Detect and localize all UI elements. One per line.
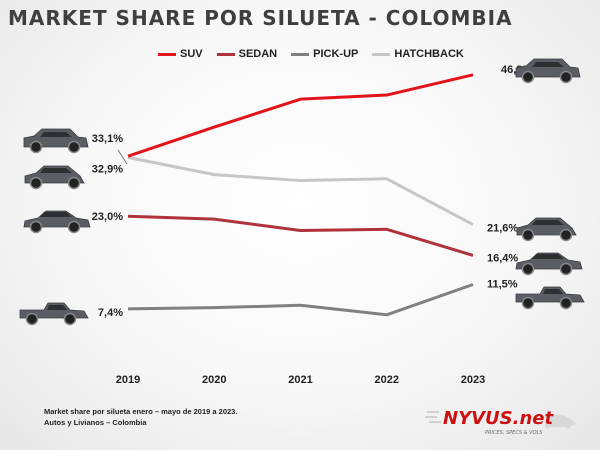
car-pickup-icon: [515, 286, 585, 310]
logo-speed-lines: [425, 411, 577, 429]
car-sedan-icon: [515, 252, 583, 276]
series-line-sedan: [127, 214, 474, 257]
legend-item-hatchback: HATCHBACK: [372, 48, 464, 60]
car-hatchback-icon: [24, 165, 85, 190]
series-line-hatchback: [127, 155, 474, 226]
x-tick-label-2021: 2021: [288, 374, 312, 386]
legend-item-pickup: PICK-UP: [291, 48, 358, 60]
legend-swatch-pickup: [291, 52, 310, 56]
series-line-pickup: [127, 283, 474, 317]
car-sedan-icon: [23, 210, 91, 234]
legend-swatch-suv: [158, 52, 176, 56]
data-label-sedan-2023: 16,4%: [487, 252, 518, 264]
legend-label-suv: SUV: [180, 48, 203, 60]
source-note: Market share por silueta enero – mayo de…: [44, 406, 237, 428]
legend-label-sedan: SEDAN: [238, 48, 278, 60]
series-line-suv: [127, 73, 474, 158]
legend: SUV SEDAN PICK-UP HATCHBACK: [158, 48, 464, 60]
legend-swatch-sedan: [216, 52, 235, 56]
logo-text: NYVUS.net: [443, 408, 554, 429]
car-pickup-icon: [19, 302, 89, 326]
source-line-2: Autos y Livianos – Colombia: [44, 418, 147, 427]
x-tick-label-2020: 2020: [202, 374, 226, 386]
logo-tagline: PRICES, SPECS & VOLS: [485, 430, 543, 436]
source-line-1: Market share por silueta enero – mayo de…: [44, 407, 238, 416]
nyvus-logo: NYVUS.net PRICES, SPECS & VOLS: [425, 408, 577, 436]
x-tick-label-2022: 2022: [375, 374, 399, 386]
legend-item-suv: SUV: [158, 48, 203, 60]
data-label-sedan-2019: 23,0%: [92, 211, 123, 223]
car-suv-icon: [23, 128, 89, 154]
x-tick-label-2023: 2023: [461, 374, 485, 386]
car-suv-icon: [515, 58, 581, 84]
data-label-suv-2019: 33,1%: [92, 133, 123, 145]
data-label-hatchback-2019: 32,9%: [92, 163, 123, 175]
car-hatchback-icon: [516, 217, 577, 242]
chart-title: MARKET SHARE POR SILUETA - COLOMBIA: [8, 6, 513, 30]
data-label-hatchback-2023: 21,6%: [487, 223, 518, 235]
legend-item-sedan: SEDAN: [216, 48, 278, 60]
legend-label-pickup: PICK-UP: [313, 48, 359, 60]
data-label-pickup-2019: 7,4%: [98, 307, 123, 319]
suv-label-leader-line: [117, 149, 128, 165]
data-label-pickup-2023: 11,5%: [487, 279, 518, 291]
legend-label-hatchback: HATCHBACK: [394, 48, 464, 60]
legend-swatch-hatchback: [372, 52, 391, 56]
x-tick-label-2019: 2019: [116, 374, 140, 386]
